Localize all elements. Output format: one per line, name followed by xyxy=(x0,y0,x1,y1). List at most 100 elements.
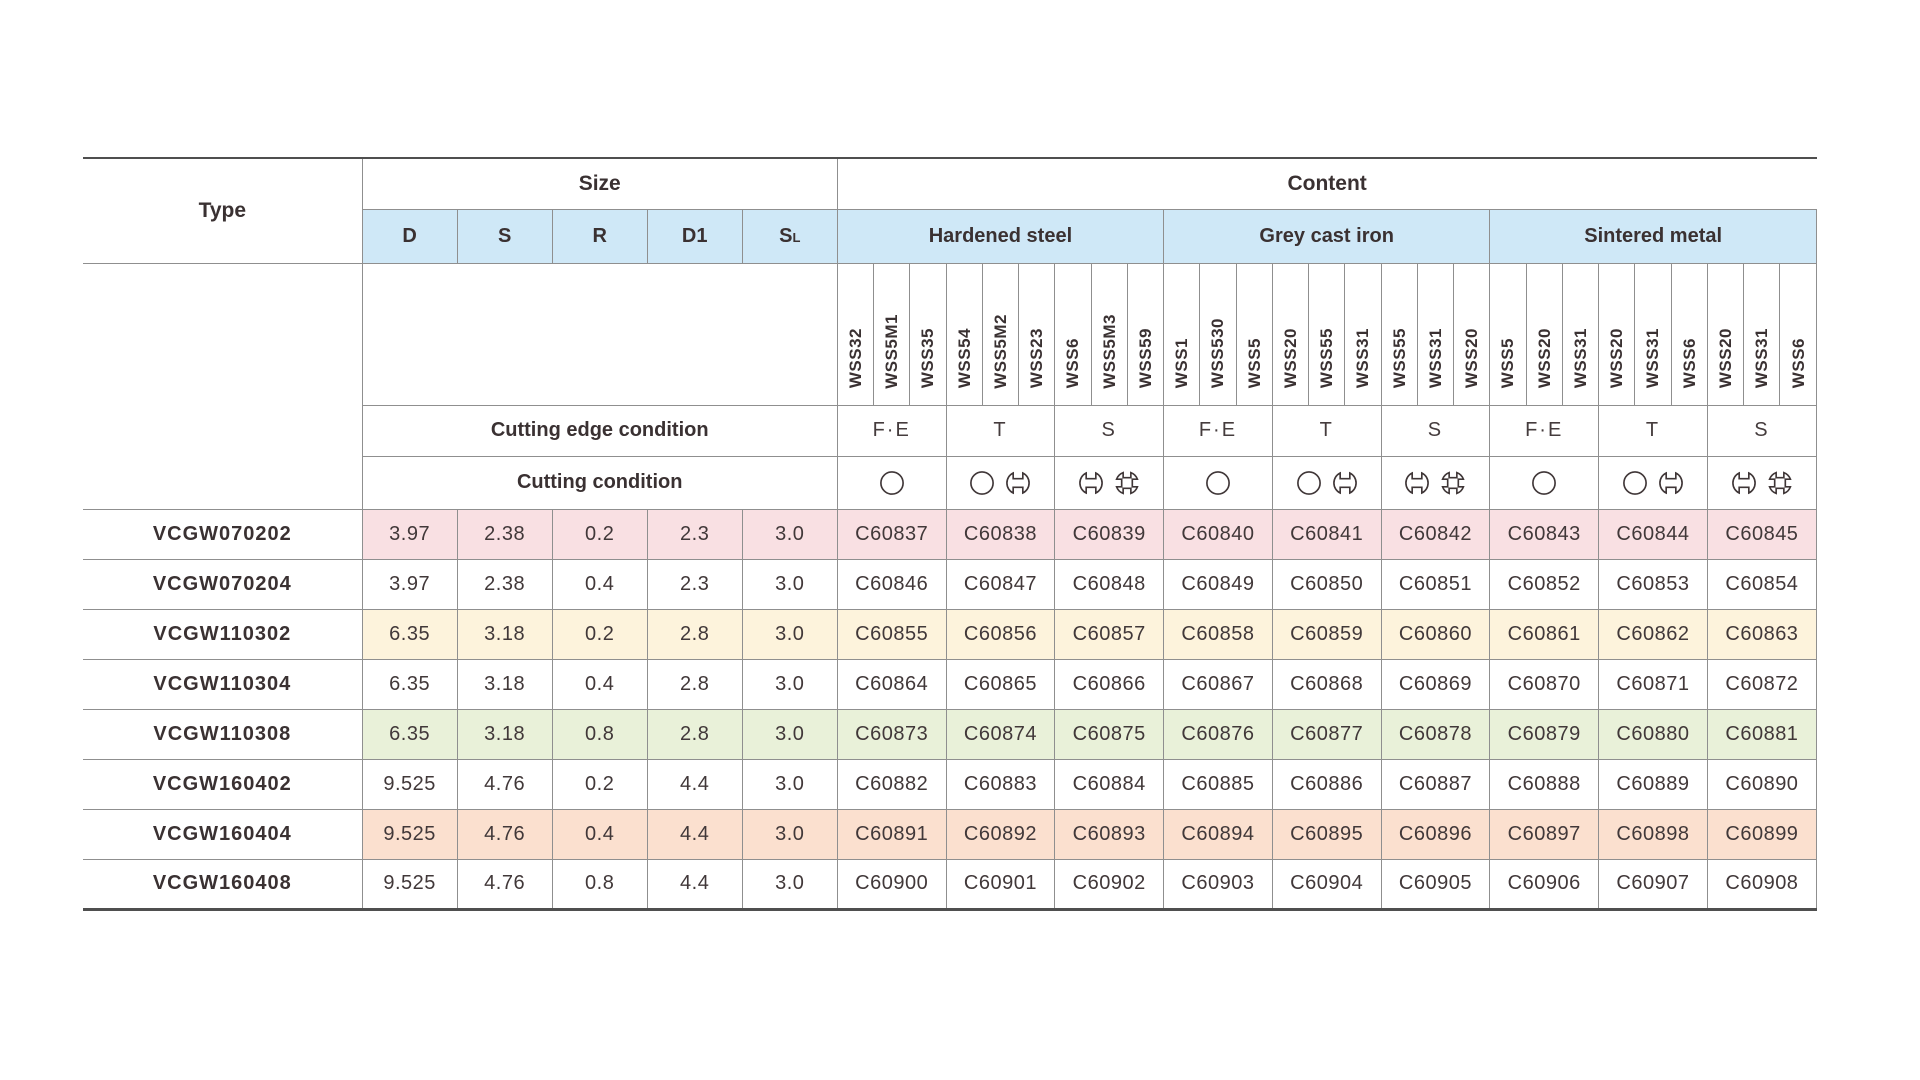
wss-label-text: WSS20 xyxy=(1607,328,1627,389)
size-value-cell: 6.35 xyxy=(361,658,458,710)
edge-condition-cell: S xyxy=(1380,404,1491,457)
edge-condition-cell: F·E xyxy=(1489,404,1600,457)
wss-label-text: WSS31 xyxy=(1570,328,1590,389)
code-cell: C60841 xyxy=(1271,508,1382,560)
code-cell: C60862 xyxy=(1598,608,1708,660)
code-cell: C60895 xyxy=(1271,808,1382,860)
code-cell: C60896 xyxy=(1380,808,1491,860)
wss-column-label: WSS31 xyxy=(1634,262,1672,406)
wss-column-label: WSS5M1 xyxy=(873,262,911,406)
interrupted-cut-icon xyxy=(1732,471,1756,494)
code-cell: C60878 xyxy=(1380,708,1491,760)
code-cell: C60864 xyxy=(836,658,947,710)
wss-column-label: WSS59 xyxy=(1126,262,1165,406)
wss-label-text: WSS59 xyxy=(1135,328,1155,389)
size-value-cell: 3.18 xyxy=(456,608,553,660)
code-cell: C60889 xyxy=(1598,758,1708,810)
wss-column-label: WSS31 xyxy=(1743,262,1781,406)
interrupted-cut-icon xyxy=(1332,471,1357,494)
group-header-sintered-metal: Sintered metal xyxy=(1489,208,1817,264)
header-row-main: Type Size Content xyxy=(83,157,1817,263)
wss-column-label: WSS32 xyxy=(836,262,875,406)
code-cell: C60885 xyxy=(1163,758,1273,810)
type-cell-vcgw110308: VCGW110308 xyxy=(83,708,363,760)
content-header-cell: Content xyxy=(837,157,1817,210)
wss-label-text: WSS31 xyxy=(1752,328,1772,389)
code-cell: C60842 xyxy=(1380,508,1491,560)
code-cell: C60900 xyxy=(836,858,947,911)
type-cell-vcgw110302: VCGW110302 xyxy=(83,608,363,660)
code-cell: C60881 xyxy=(1706,708,1818,760)
wss-label-text: WSS54 xyxy=(954,328,974,389)
code-cell: C60897 xyxy=(1489,808,1600,860)
wss-column-label: WSS20 xyxy=(1453,262,1491,406)
code-cell: C60893 xyxy=(1054,808,1165,860)
wss-column-label: WSS31 xyxy=(1344,262,1382,406)
continuous-cut-icon xyxy=(879,470,904,495)
wss-column-label: WSS31 xyxy=(1561,262,1600,406)
wss-column-label: WSS5M2 xyxy=(981,262,1020,406)
code-cell: C60861 xyxy=(1489,608,1600,660)
type-cell-vcgw070204: VCGW070204 xyxy=(83,558,363,610)
wss-column-label: WSS55 xyxy=(1380,262,1418,406)
size-value-cell: 3.0 xyxy=(741,808,838,860)
interrupted-cut-icon xyxy=(1006,471,1031,494)
code-cell: C60877 xyxy=(1271,708,1382,760)
continuous-cut-icon xyxy=(1532,470,1557,495)
wss-label-text: WSS20 xyxy=(1534,328,1554,389)
code-cell: C60866 xyxy=(1054,658,1165,710)
wss-label-text: WSS5M3 xyxy=(1099,313,1119,389)
cutting-edge-condition-label: Cutting edge condition xyxy=(361,404,838,457)
table-row: VCGW110304 6.35 3.18 0.4 2.8 3.0 C60864 C60865 C… xyxy=(83,658,1818,710)
wss-label-text: WSS530 xyxy=(1208,318,1228,389)
code-cell: C60851 xyxy=(1380,558,1491,610)
code-cell: C60850 xyxy=(1271,558,1382,610)
code-cell: C60899 xyxy=(1706,808,1818,860)
size-value-cell: 3.97 xyxy=(361,508,458,560)
size-value-cell: 4.76 xyxy=(456,808,553,860)
size-value-cell: 3.0 xyxy=(741,508,838,560)
size-value-cell: 3.18 xyxy=(456,708,553,760)
code-cell: C60888 xyxy=(1489,758,1600,810)
cutting-condition-cell xyxy=(1598,455,1708,510)
wss-column-label: WSS5 xyxy=(1489,262,1527,406)
code-cell: C60873 xyxy=(836,708,947,760)
code-cell: C60860 xyxy=(1380,608,1491,660)
edge-condition-cell: S xyxy=(1054,404,1165,457)
code-cell: C60879 xyxy=(1489,708,1600,760)
wss-label-text: WSS5 xyxy=(1244,338,1264,389)
code-cell: C60853 xyxy=(1598,558,1708,610)
size-column-spacer xyxy=(361,262,838,405)
wss-label-text: WSS31 xyxy=(1643,328,1663,389)
heavy-interrupted-cut-icon xyxy=(1441,470,1466,495)
wss-label-text: WSS20 xyxy=(1462,328,1482,389)
code-cell: C60904 xyxy=(1271,858,1382,911)
cutting-condition-cell xyxy=(1489,455,1600,510)
wss-label-text: WSS5M2 xyxy=(990,313,1010,389)
size-value-cell: 4.76 xyxy=(456,858,553,911)
wss-column-label: WSS20 xyxy=(1598,262,1636,406)
wss-column-label: WSS35 xyxy=(909,262,947,406)
code-cell: C60880 xyxy=(1598,708,1708,760)
table-row: VCGW070204 3.97 2.38 0.4 2.3 3.0 C60846 C60847 C… xyxy=(83,558,1818,610)
wss-label-text: WSS35 xyxy=(918,328,938,389)
size-value-cell: 3.18 xyxy=(456,658,553,710)
size-value-cell: 0.4 xyxy=(551,808,648,860)
wss-label-text: WSS5 xyxy=(1498,338,1518,389)
cutting-condition-cell xyxy=(1706,455,1818,510)
size-value-cell: 0.2 xyxy=(551,758,648,810)
cutting-condition-label: Cutting condition xyxy=(361,455,838,510)
code-cell: C60839 xyxy=(1054,508,1165,560)
code-cell: C60863 xyxy=(1706,608,1818,660)
cutting-condition-cell xyxy=(1380,455,1491,510)
group-header-grey-cast-iron: Grey cast iron xyxy=(1163,208,1491,264)
code-cell: C60837 xyxy=(836,508,947,560)
code-cell: C60898 xyxy=(1598,808,1708,860)
code-cell: C60884 xyxy=(1054,758,1165,810)
wss-column-label: WSS55 xyxy=(1308,262,1346,406)
size-value-cell: 4.4 xyxy=(646,808,743,860)
size-value-cell: 9.525 xyxy=(361,808,458,860)
cutting-condition-cell xyxy=(945,455,1056,510)
edge-condition-cell: F·E xyxy=(836,404,947,457)
